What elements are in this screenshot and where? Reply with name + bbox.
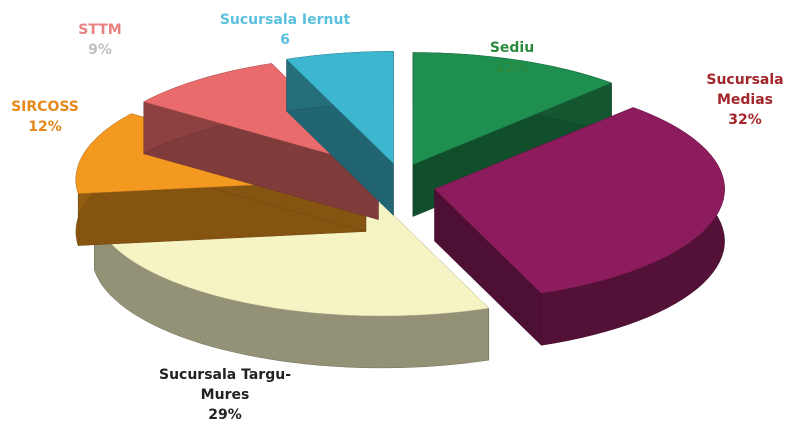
category-name: Sediu (489, 40, 535, 56)
value-label: 12% (28, 119, 62, 135)
slice-label: Sucursala Medias 32% (700, 70, 790, 130)
category-name: Sucursala Targu-Mures (158, 367, 291, 403)
value-label: 32% (728, 112, 762, 128)
category-name: Sucursala Medias (706, 72, 784, 108)
slice-top (286, 51, 394, 164)
slice-label: SIRCOSS 12% (5, 97, 85, 137)
value-label: 12% (495, 60, 529, 76)
slice-label: Sucursala Targu-Mures 29% (140, 365, 310, 425)
category-name: Sucursala Iernut (219, 12, 351, 28)
pie-slice (286, 51, 394, 216)
value-label: 9% (88, 42, 112, 58)
category-name: STTM (78, 22, 122, 38)
slice-top (434, 107, 725, 294)
slice-label: Sucursala Iernut 6 (200, 10, 370, 50)
slice-label: STTM 9% (70, 20, 130, 60)
value-label: 29% (208, 407, 242, 423)
slice-top (412, 52, 613, 165)
pie-slice (434, 107, 725, 346)
slice-label: Sediu 12% (482, 38, 542, 78)
value-label: 6 (280, 32, 290, 48)
category-name: SIRCOSS (11, 99, 79, 115)
